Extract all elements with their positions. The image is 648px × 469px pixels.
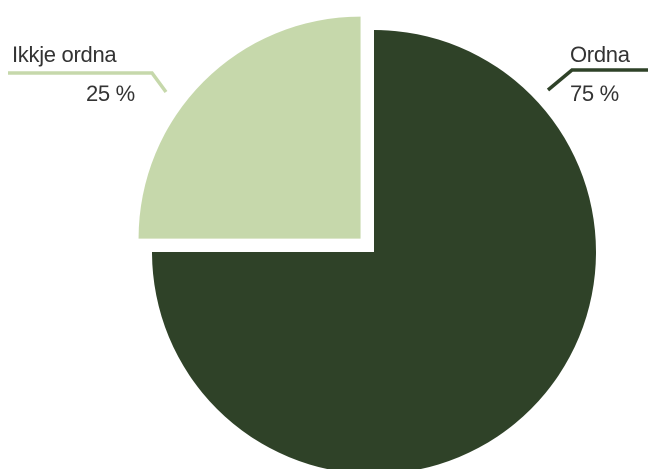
slice-value-ordna: 75 % xyxy=(570,81,619,106)
label-ordna-group: Ordna 75 % xyxy=(546,42,648,106)
pie-slice-ikkje-ordna xyxy=(138,16,361,239)
leader-line-ikkje-ordna xyxy=(8,71,168,94)
slice-label-ordna: Ordna xyxy=(570,42,631,67)
slice-value-ikkje-ordna: 25 % xyxy=(86,81,135,106)
leader-line-ordna xyxy=(546,68,648,92)
label-ikkje-ordna-group: Ikkje ordna 25 % xyxy=(8,42,168,106)
pie-slices xyxy=(138,16,596,469)
pie-slice-ordna xyxy=(152,30,596,469)
slice-label-ikkje-ordna: Ikkje ordna xyxy=(12,42,117,67)
